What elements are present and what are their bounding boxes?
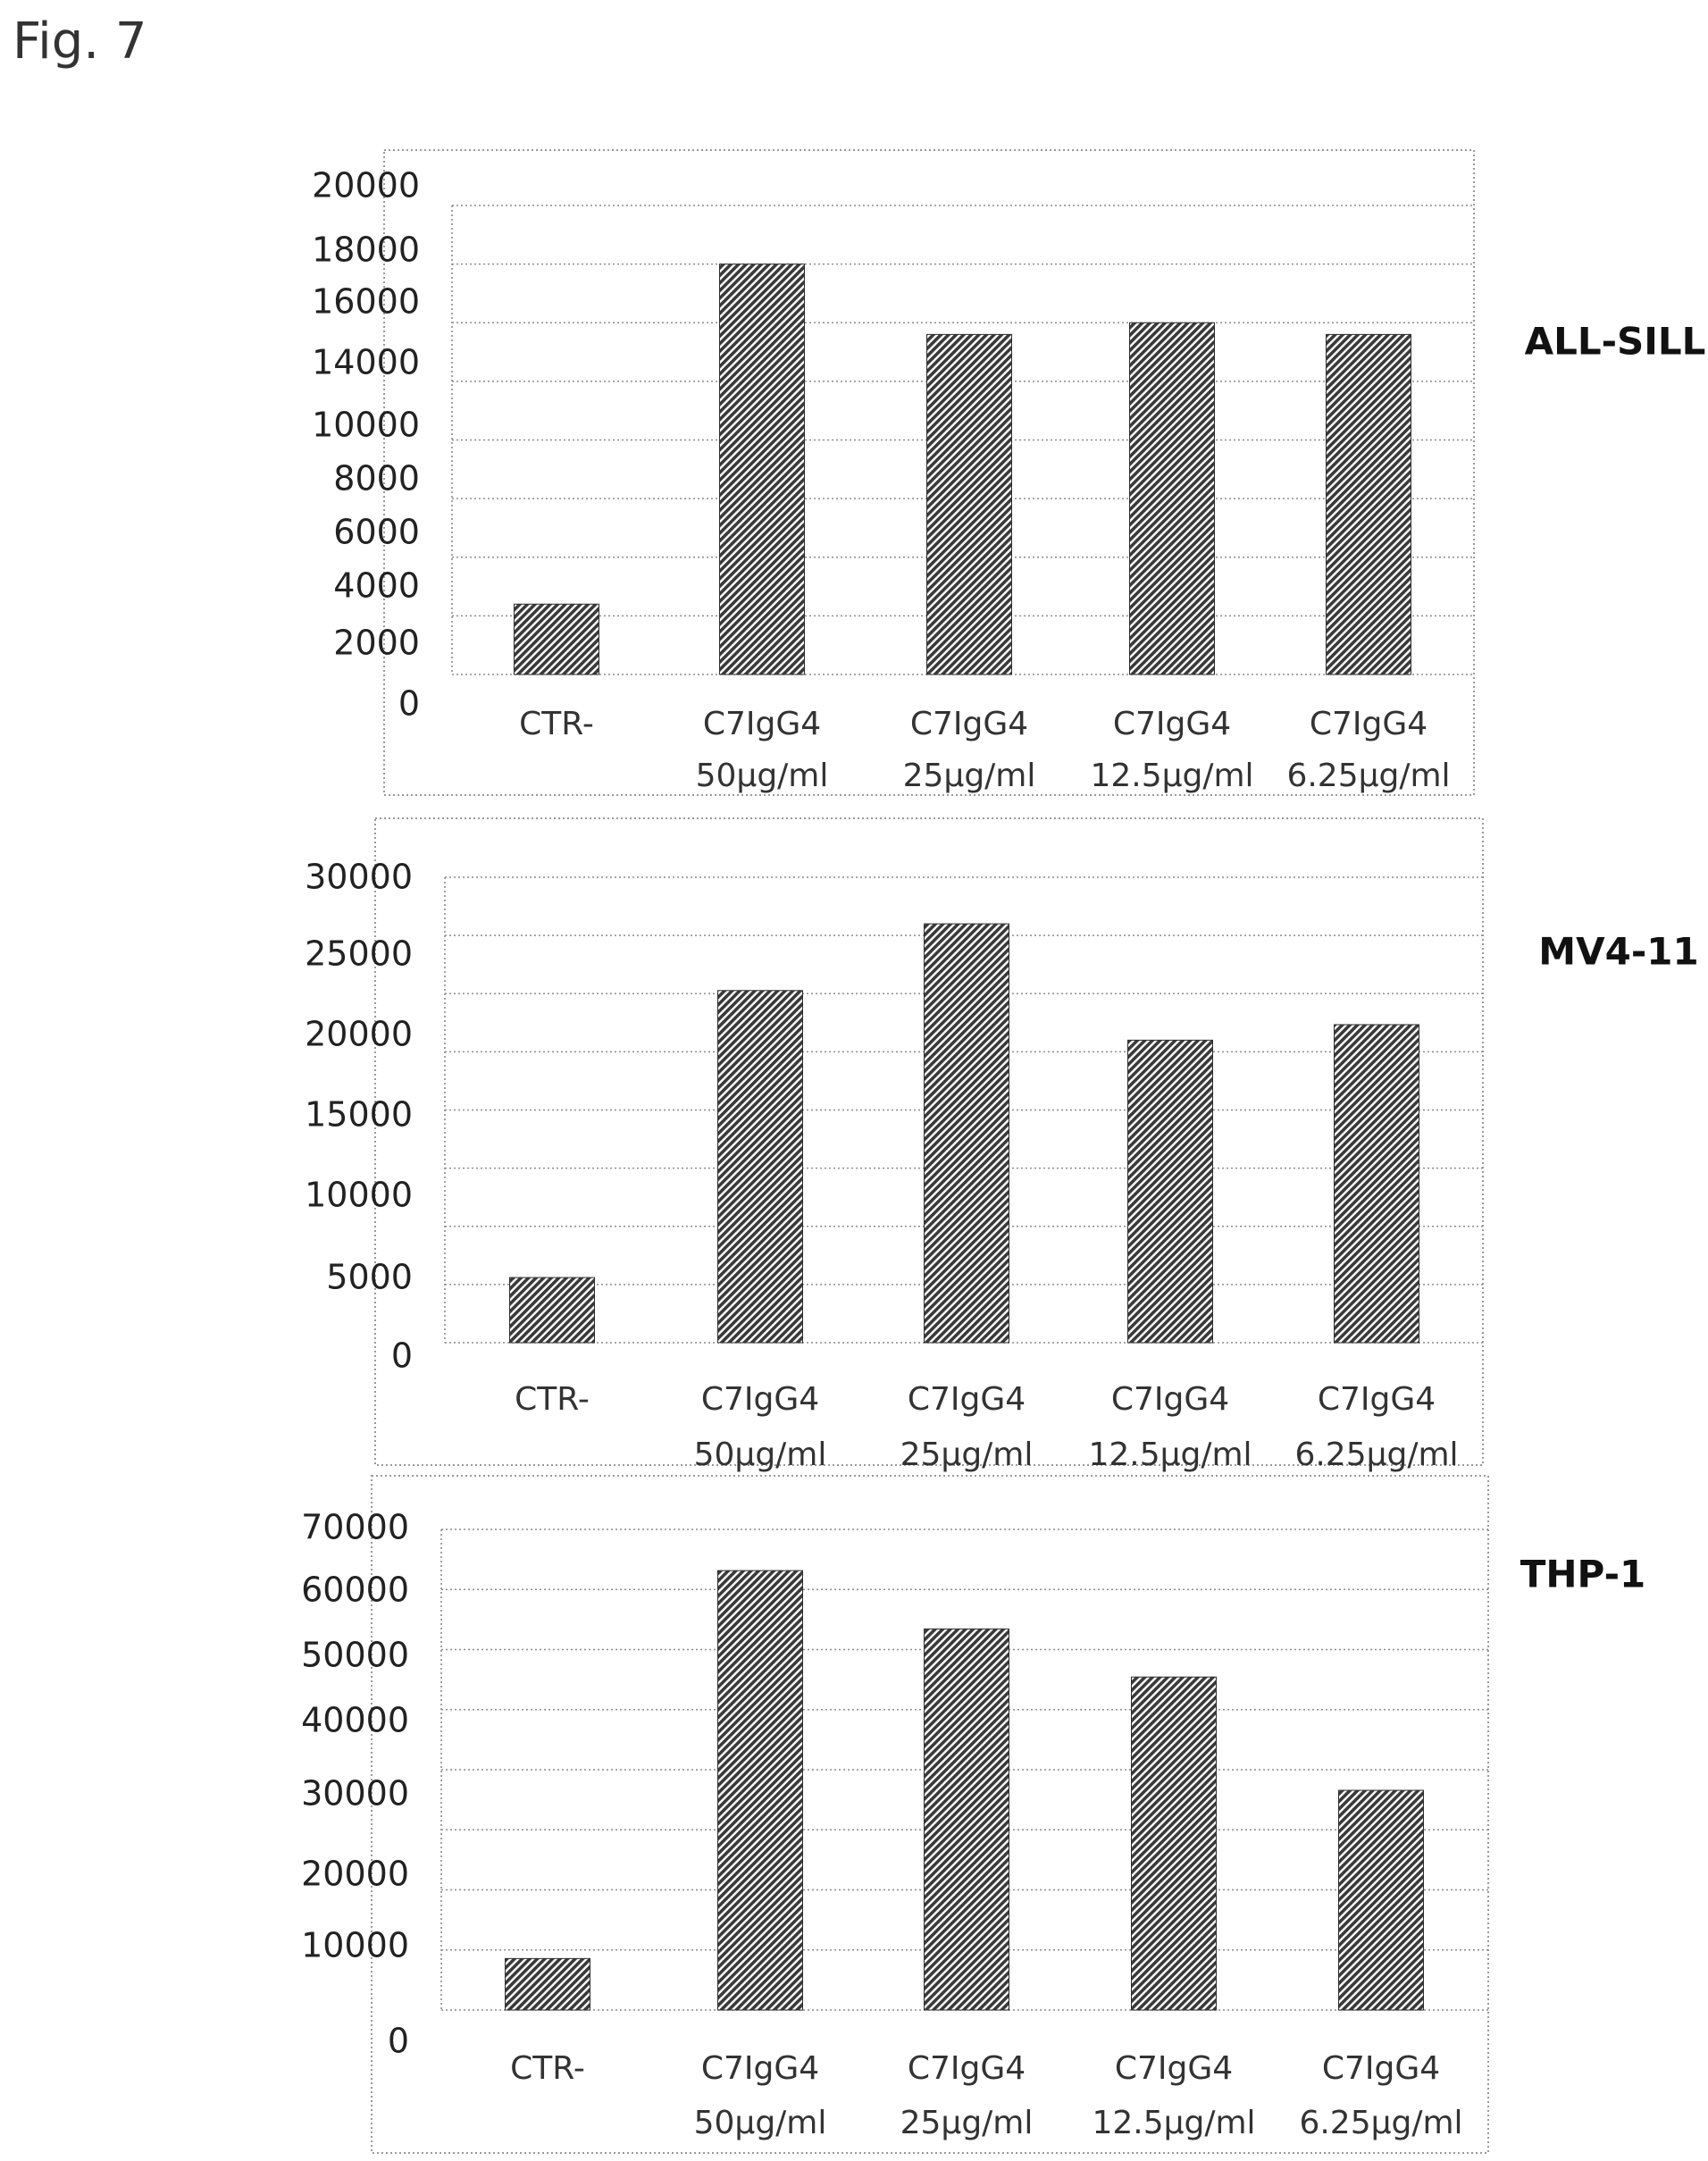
chart-frame (383, 149, 1475, 796)
bar-4 (1127, 1039, 1213, 1344)
y-tick-label: 14000 (312, 343, 420, 382)
x-category-label: 12.5µg/ml (1090, 758, 1253, 794)
chart-title: ALL-SILL (1525, 320, 1706, 364)
x-category-label: 50µg/ml (694, 1436, 827, 1473)
y-tick-label: 10000 (312, 406, 420, 445)
y-tick-label: 15000 (305, 1095, 413, 1135)
chart-panel-2: 0 5000 10000 15000 20000 25000 30000 CTR- C7IgG4… (305, 817, 1699, 1473)
x-category-label: 50µg/ml (694, 2105, 827, 2141)
x-category-label: 6.25µg/ml (1299, 2105, 1462, 2141)
figure-label: Fig. 7 (13, 13, 147, 71)
y-tick-label: 10000 (305, 1176, 413, 1215)
x-category-label: CTR- (519, 706, 594, 742)
bar-2 (719, 264, 805, 675)
y-tick-label: 2000 (333, 624, 420, 663)
bar-4 (1129, 322, 1215, 675)
chart-frame (374, 817, 1484, 1466)
x-category-label: C7IgG4 (1310, 706, 1428, 742)
bar-5 (1326, 333, 1411, 675)
y-tick-label: 30000 (301, 1774, 409, 1813)
x-category-label: 25µg/ml (903, 758, 1036, 794)
x-category-label: C7IgG4 (1318, 1381, 1436, 1418)
x-category-label: C7IgG4 (703, 706, 821, 742)
y-tick-label: 20000 (312, 166, 420, 205)
y-tick-label: 30000 (305, 858, 413, 897)
x-category-label: 25µg/ml (900, 1436, 1034, 1473)
chart-panel-3: 0 10000 20000 30000 40000 50000 60000 70000 CTR-… (301, 1475, 1646, 2154)
bar-4 (1131, 1676, 1217, 2011)
y-tick-label: 16000 (312, 282, 420, 322)
bar-2 (717, 1570, 803, 2011)
y-tick-label: 18000 (312, 230, 420, 270)
y-tick-label: 10000 (301, 1926, 409, 1965)
y-tick-label: 25000 (305, 934, 413, 974)
bar-1 (514, 603, 599, 675)
chart-frame (371, 1475, 1489, 2154)
x-category-label: C7IgG4 (910, 706, 1028, 742)
y-tick-label: 5000 (326, 1258, 413, 1297)
x-category-label: C7IgG4 (1111, 1381, 1229, 1418)
x-category-label: 6.25µg/ml (1294, 1436, 1458, 1473)
x-category-label: CTR- (510, 2050, 585, 2087)
y-tick-label: 8000 (333, 459, 420, 498)
bar-3 (924, 923, 1009, 1344)
chart-panel-1: 0 2000 4000 6000 8000 10000 14000 16000 18000 200… (312, 149, 1706, 796)
x-category-label: C7IgG4 (1115, 2050, 1233, 2087)
x-category-label: C7IgG4 (908, 2050, 1026, 2087)
y-tick-label: 40000 (301, 1701, 409, 1740)
x-category-label: 25µg/ml (900, 2105, 1034, 2141)
bar-3 (924, 1628, 1009, 2011)
bar-5 (1334, 1024, 1419, 1344)
y-tick-label: 50000 (301, 1636, 409, 1675)
x-category-label: C7IgG4 (701, 1381, 819, 1418)
bar-1 (509, 1277, 595, 1344)
x-category-label: C7IgG4 (908, 1381, 1026, 1418)
x-category-label: C7IgG4 (701, 2050, 819, 2087)
y-tick-label: 6000 (333, 513, 420, 552)
chart-title: THP-1 (1520, 1553, 1646, 1596)
x-category-label: C7IgG4 (1113, 706, 1231, 742)
chart-title: MV4-11 (1538, 930, 1698, 974)
y-tick-label: 20000 (305, 1015, 413, 1054)
y-tick-label: 70000 (301, 1508, 409, 1547)
y-tick-label: 20000 (301, 1855, 409, 1894)
y-tick-label: 4000 (333, 566, 420, 606)
x-category-label: C7IgG4 (1322, 2050, 1440, 2087)
bar-3 (926, 333, 1012, 675)
bar-1 (505, 1957, 590, 2011)
bar-2 (717, 990, 803, 1344)
x-category-label: 50µg/ml (696, 758, 829, 794)
x-category-label: CTR- (515, 1381, 590, 1418)
y-tick-label: 0 (398, 684, 420, 724)
x-category-label: 6.25µg/ml (1286, 758, 1450, 794)
x-category-label: 12.5µg/ml (1092, 2105, 1255, 2141)
x-category-label: 12.5µg/ml (1088, 1436, 1252, 1473)
y-tick-label: 0 (391, 1336, 413, 1376)
bar-5 (1338, 1789, 1424, 2011)
y-tick-label: 0 (388, 2022, 409, 2061)
y-tick-label: 60000 (301, 1570, 409, 1610)
